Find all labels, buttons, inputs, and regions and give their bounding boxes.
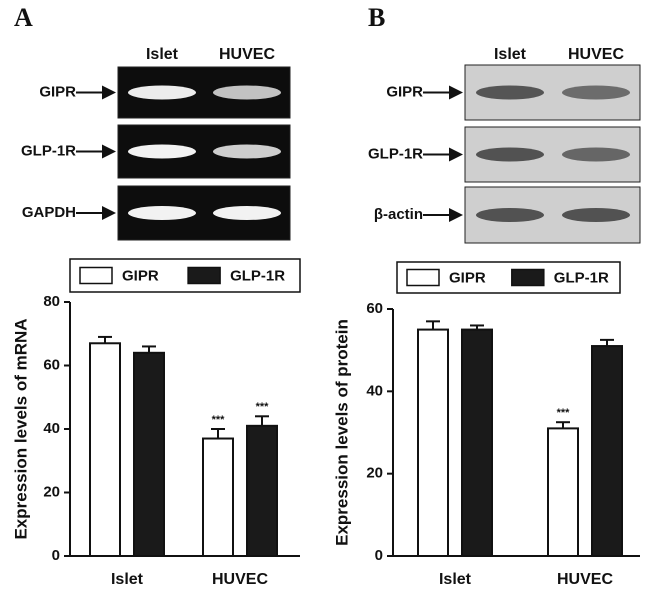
blot-band (476, 85, 544, 100)
x-tick-label: HUVEC (557, 571, 613, 588)
arrow-head (102, 206, 116, 220)
significance: *** (212, 414, 226, 426)
significance: *** (256, 401, 270, 413)
y-tick-label: 60 (366, 300, 383, 317)
y-tick-label: 20 (43, 483, 60, 500)
x-tick-label: Islet (111, 571, 144, 588)
legend-swatch (79, 266, 113, 285)
y-axis-label: Expression levels of mRNA (11, 318, 30, 539)
blot-band (562, 208, 630, 222)
arrow-head (449, 85, 463, 100)
arrow-head (449, 147, 463, 162)
legend-label: GIPR (122, 267, 159, 284)
bar (547, 427, 579, 557)
blot-row-label: GLP-1R (368, 145, 423, 162)
blot-row-label: GIPR (39, 83, 76, 100)
bar (133, 351, 165, 557)
legend-swatch (187, 266, 221, 285)
legend-label: GIPR (449, 269, 486, 286)
blot-band (562, 85, 630, 100)
blot-band (213, 206, 281, 220)
y-tick-label: 0 (52, 547, 60, 564)
x-tick-label: HUVEC (212, 571, 268, 588)
legend-label: GLP-1R (230, 267, 285, 284)
x-tick-label: Islet (439, 571, 472, 588)
blot-column-label: HUVEC (219, 46, 275, 63)
arrow-head (102, 144, 116, 159)
y-tick-label: 80 (43, 293, 60, 310)
y-tick-label: 60 (43, 356, 60, 373)
legend-swatch (511, 268, 545, 287)
panel-label: B (368, 3, 385, 32)
blot-band (476, 147, 544, 162)
blot-band (128, 85, 196, 100)
legend-swatch (406, 268, 440, 287)
bar (417, 328, 449, 558)
y-tick-label: 40 (43, 420, 60, 437)
blot-column-label: Islet (494, 46, 527, 63)
blot-row-label: β-actin (374, 206, 423, 223)
blot-band (476, 208, 544, 222)
blot-row-label: GAPDH (22, 204, 76, 221)
y-tick-label: 0 (375, 547, 383, 564)
y-tick-label: 40 (366, 382, 383, 399)
blot-band (213, 85, 281, 100)
blot-row-label: GLP-1R (21, 142, 76, 159)
blot-band (562, 147, 630, 162)
blot-band (128, 144, 196, 159)
bar (246, 424, 278, 558)
blot-column-label: Islet (146, 46, 179, 63)
y-axis-label: Expression levels of protein (332, 319, 351, 546)
bar (461, 328, 493, 558)
blot-row-label: GIPR (386, 83, 423, 100)
blot-band (213, 144, 281, 159)
bar (202, 437, 234, 557)
legend-label: GLP-1R (554, 269, 609, 286)
bar (591, 345, 623, 557)
bar (89, 342, 121, 557)
y-tick-label: 20 (366, 465, 383, 482)
blot-band (128, 206, 196, 220)
panel-label: A (14, 3, 33, 32)
blot-column-label: HUVEC (568, 46, 624, 63)
arrow-head (102, 85, 116, 100)
arrow-head (449, 208, 463, 222)
significance: *** (557, 407, 571, 419)
